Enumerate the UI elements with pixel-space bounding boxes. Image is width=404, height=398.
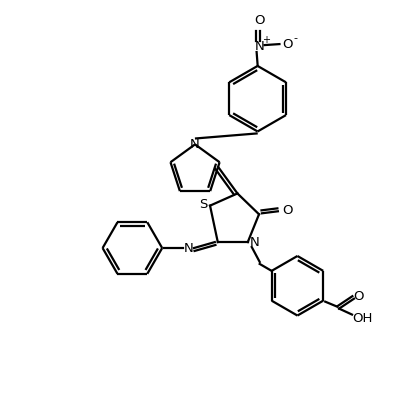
Text: N: N <box>190 138 200 151</box>
Text: N: N <box>255 39 265 53</box>
Text: N: N <box>250 236 259 249</box>
Text: OH: OH <box>352 312 372 325</box>
Text: -: - <box>293 33 297 43</box>
Text: S: S <box>199 198 207 211</box>
Text: O: O <box>282 204 293 217</box>
Text: O: O <box>354 290 364 303</box>
Text: O: O <box>282 37 292 51</box>
Text: +: + <box>261 35 269 45</box>
Text: O: O <box>255 14 265 27</box>
Text: N: N <box>184 242 194 255</box>
